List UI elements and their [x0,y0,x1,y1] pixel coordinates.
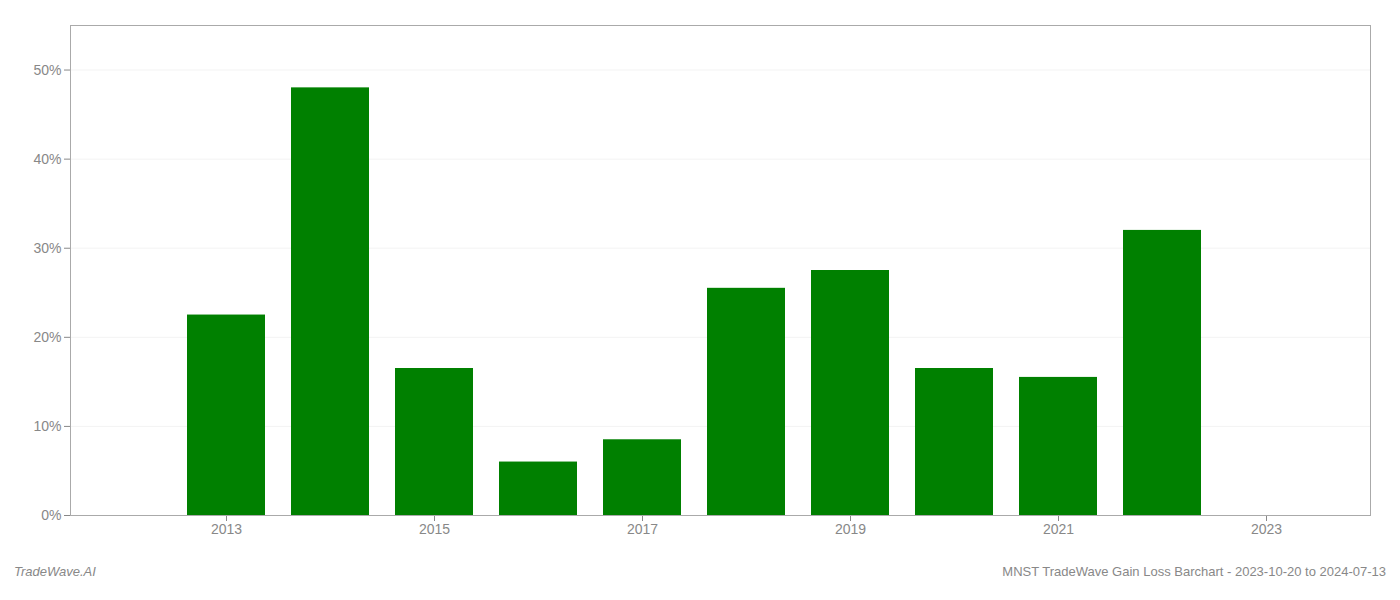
svg-text:2013: 2013 [211,521,242,537]
html-text:TradeWave.AI: TradeWave.AI [14,564,96,579]
html-text:MNST TradeWave Gain Loss Barch: MNST TradeWave Gain Loss Barchart - 2023… [1002,564,1386,579]
svg-text:2017: 2017 [627,521,658,537]
svg-text:10%: 10% [33,418,61,434]
svg-text:30%: 30% [33,240,61,256]
svg-text:2019: 2019 [835,521,866,537]
svg-text:40%: 40% [33,151,61,167]
svg-text:2015: 2015 [419,521,450,537]
svg-text:20%: 20% [33,329,61,345]
svg-text:0%: 0% [41,507,61,523]
svg-text:2021: 2021 [1043,521,1074,537]
svg-text:2023: 2023 [1251,521,1282,537]
svg-text:50%: 50% [33,62,61,78]
